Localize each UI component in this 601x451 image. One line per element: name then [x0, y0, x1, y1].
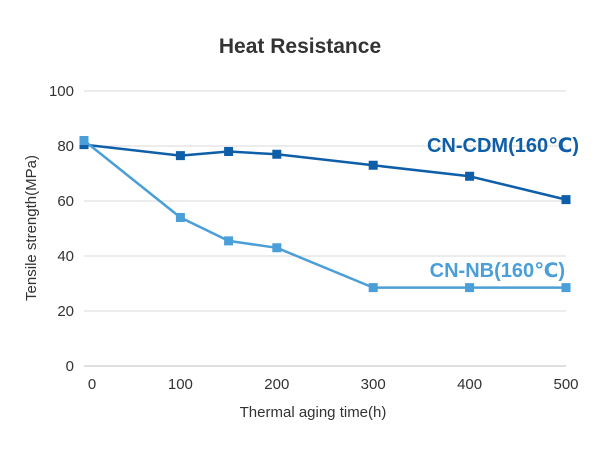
data-point-marker — [465, 171, 475, 181]
x-tick-label: 200 — [264, 376, 289, 393]
data-point-marker — [272, 243, 282, 253]
data-point-marker — [561, 195, 571, 205]
series-group — [79, 136, 571, 293]
x-tick-label: 300 — [361, 376, 386, 393]
x-tick-label: 100 — [168, 376, 193, 393]
data-point-marker — [175, 213, 185, 222]
y-tick-label: 60 — [57, 193, 74, 210]
series-label-cn-nb: CN-NB(160℃) — [430, 260, 565, 282]
data-point-marker — [175, 151, 185, 161]
x-axis-label: Thermal aging time(h) — [240, 404, 387, 421]
chart-title: Heat Resistance — [219, 35, 381, 58]
x-tick-label: 500 — [553, 376, 578, 393]
y-tick-label: 40 — [57, 248, 74, 265]
data-point-marker — [224, 147, 234, 156]
series-cn-nb — [79, 136, 571, 293]
y-tick-labels: 0 20 40 60 80 100 — [49, 83, 74, 375]
data-point-marker — [272, 149, 282, 159]
x-tick-label: 400 — [457, 376, 482, 393]
grid-lines — [84, 90, 566, 367]
data-point-marker — [368, 160, 378, 170]
x-tick-labels: 0 100 200 300 400 500 — [88, 376, 579, 393]
data-point-marker — [465, 283, 475, 293]
data-point-marker — [79, 136, 89, 145]
data-point-marker — [561, 283, 571, 293]
y-axis-label: Tensile strength(MPa) — [23, 155, 40, 301]
y-tick-label: 100 — [49, 83, 74, 100]
data-point-marker — [224, 236, 234, 246]
x-tick-label: 0 — [88, 376, 96, 393]
y-tick-label: 0 — [66, 358, 74, 375]
y-tick-label: 20 — [57, 303, 74, 320]
data-point-marker — [368, 283, 378, 293]
series-label-cn-cdm: CN-CDM(160℃) — [427, 135, 579, 157]
y-tick-label: 80 — [57, 138, 74, 155]
